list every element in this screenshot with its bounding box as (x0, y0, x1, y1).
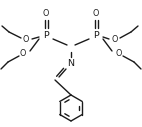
Text: O: O (23, 36, 29, 44)
Text: O: O (116, 49, 122, 58)
Text: P: P (43, 30, 49, 39)
Text: O: O (112, 36, 118, 44)
Text: N: N (67, 60, 75, 68)
Text: O: O (43, 9, 49, 18)
Text: P: P (93, 30, 99, 39)
Text: O: O (93, 9, 99, 18)
Text: O: O (20, 49, 26, 58)
